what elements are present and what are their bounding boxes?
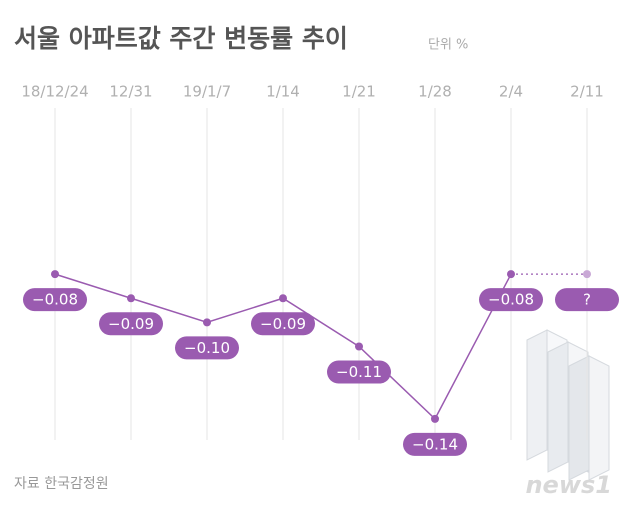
value-label-pill — [99, 312, 163, 336]
value-label: −0.10 — [184, 339, 230, 357]
point — [51, 270, 59, 279]
x-tick-label: 2/4 — [499, 83, 523, 101]
point — [279, 294, 287, 303]
pending-point — [583, 270, 591, 279]
value-label: −0.08 — [488, 291, 534, 309]
value-label-pill — [327, 360, 391, 384]
point — [127, 294, 135, 303]
unit-label: 단위 % — [428, 38, 468, 53]
chart-title: 서울 아파트값 주간 변동률 추이 — [14, 24, 348, 53]
value-label: ? — [583, 291, 591, 309]
value-label-pill — [479, 288, 543, 312]
value-label-pill — [23, 288, 87, 312]
value-label: −0.14 — [412, 435, 458, 453]
value-label-pill — [555, 288, 619, 312]
source: 자료 한국감정원 — [14, 476, 109, 492]
value-label-pill — [175, 336, 239, 360]
value-label: −0.09 — [260, 315, 306, 333]
x-tick-label: 1/14 — [266, 83, 300, 101]
x-tick-label: 19/1/7 — [183, 83, 231, 101]
point — [431, 414, 439, 423]
value-label-pill — [403, 432, 467, 456]
building-illustration — [526, 329, 610, 481]
x-tick-label: 1/21 — [342, 83, 376, 101]
x-tick-label: 18/12/24 — [21, 83, 88, 101]
logo: news1 — [525, 471, 612, 499]
x-tick-label: 2/11 — [570, 83, 604, 101]
value-label: −0.09 — [108, 315, 154, 333]
value-label-pill — [251, 312, 315, 336]
point — [203, 318, 211, 327]
value-label: −0.08 — [32, 291, 78, 309]
point — [355, 342, 363, 351]
x-tick-label: 12/31 — [109, 83, 152, 101]
value-label: −0.11 — [336, 363, 382, 381]
x-tick-label: 1/28 — [418, 83, 452, 101]
